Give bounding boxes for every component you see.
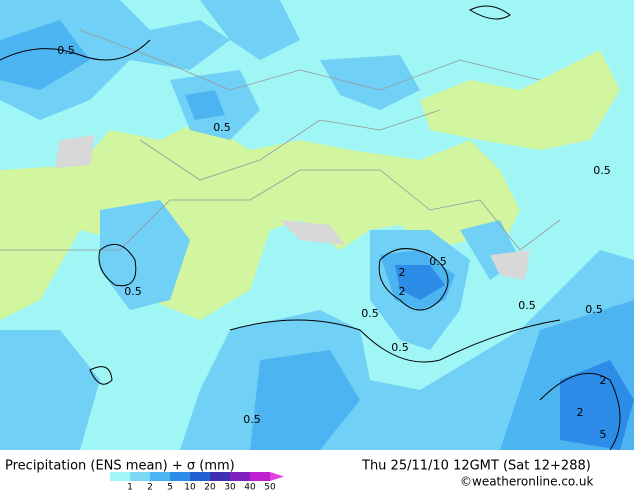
contour-label: 2 — [399, 285, 406, 298]
legend-swatch — [250, 472, 270, 481]
legend-swatch — [230, 472, 250, 481]
contour-label: 0.5 — [429, 255, 447, 268]
borders — [0, 29, 561, 251]
legend-swatch — [190, 472, 210, 481]
contour-label: 0.5 — [391, 341, 409, 354]
contour-label: 0.5 — [585, 303, 603, 316]
legend-tick: 30 — [224, 483, 236, 490]
legend-tick: 5 — [167, 483, 173, 490]
contours — [0, 5, 621, 451]
legend-tick: 2 — [147, 483, 153, 490]
legend-tick: 10 — [184, 483, 196, 490]
contour-label: 0.5 — [593, 164, 611, 177]
no-data — [55, 135, 530, 280]
contour-labels: 0.5 0.5 0.5 0.5 2 2 0.5 0.5 0.5 0.5 0.5 2 2 5 0.5 — [57, 44, 611, 441]
legend-swatch — [170, 472, 190, 481]
contour-label: 2 — [399, 266, 406, 279]
legend-swatch — [210, 472, 230, 481]
dry-land — [0, 50, 620, 320]
map-area: 0.5 0.5 0.5 0.5 2 2 0.5 0.5 0.5 0.5 0.5 2 2 5 0.5 — [0, 0, 634, 451]
contour-label: 0.5 — [361, 307, 379, 320]
legend-swatch — [130, 472, 150, 481]
contour-label: 2 — [600, 374, 607, 387]
legend-tick: 1 — [127, 483, 133, 490]
legend-swatch — [110, 472, 130, 481]
contour-label: 0.5 — [243, 413, 261, 426]
map-date: Thu 25/11/10 12GMT (Sat 12+288) — [361, 459, 591, 474]
legend: 1 2 5 10 20 30 40 50 — [110, 472, 284, 490]
contour-label: 0.5 — [124, 285, 142, 298]
legend-tick: 50 — [264, 483, 276, 490]
legend-swatch — [150, 472, 170, 481]
contour-label: 0.5 — [518, 299, 536, 312]
legend-tick: 20 — [204, 483, 216, 490]
legend-arrow — [270, 472, 284, 481]
heavy-rain — [395, 265, 634, 450]
credit: ©weatheronline.co.uk — [460, 475, 593, 489]
contour-label: 0.5 — [213, 121, 231, 134]
contour-label: 0.5 — [57, 44, 75, 57]
legend-tick: 40 — [244, 483, 256, 490]
map-title: Precipitation (ENS mean) + σ (mm) — [5, 459, 235, 474]
contour-label: 5 — [600, 428, 607, 441]
contour-label: 2 — [577, 406, 584, 419]
